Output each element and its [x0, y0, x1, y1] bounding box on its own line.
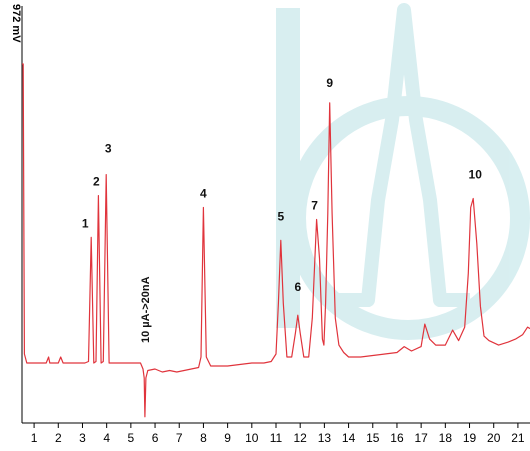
watermark-peak	[330, 3, 470, 307]
x-tick-label: 11	[270, 431, 283, 445]
peak-label-5: 5	[277, 209, 284, 223]
peak-label-1: 1	[82, 216, 89, 230]
x-tick-label: 14	[342, 431, 356, 445]
x-tick-label: 9	[224, 431, 231, 445]
x-tick-label: 1	[31, 431, 38, 445]
x-tick-label: 7	[176, 431, 183, 445]
x-tick-label: 13	[318, 431, 332, 445]
y-axis-label: 972 mV	[10, 4, 22, 43]
peak-label-9: 9	[326, 76, 333, 90]
x-tick-label: 21	[511, 431, 525, 445]
watermark-logo	[276, 3, 530, 340]
peak-label-6: 6	[294, 280, 301, 294]
x-tick-label: 3	[79, 431, 86, 445]
x-tick-label: 20	[487, 431, 501, 445]
x-tick-label: 4	[103, 431, 110, 445]
peak-label-4: 4	[200, 187, 207, 201]
x-tick-label: 6	[152, 431, 159, 445]
peak-label-3: 3	[105, 142, 112, 156]
peak-label-7: 7	[311, 199, 318, 213]
x-tick-label: 18	[439, 431, 453, 445]
x-tick-label: 17	[414, 431, 428, 445]
x-tick-label: 15	[366, 431, 380, 445]
range-switch-annotation: 10 µA->20nA	[140, 276, 152, 343]
x-tick-label: 8	[200, 431, 207, 445]
x-tick-label: 19	[463, 431, 477, 445]
x-tick-label: 16	[390, 431, 404, 445]
peak-label-10: 10	[469, 168, 483, 182]
x-tick-label: 5	[128, 431, 135, 445]
x-tick-label: 12	[294, 431, 308, 445]
chromatogram-trace	[22, 63, 530, 418]
x-tick-label: 2	[55, 431, 62, 445]
peak-label-2: 2	[93, 175, 100, 189]
x-tick-label: 10	[245, 431, 259, 445]
